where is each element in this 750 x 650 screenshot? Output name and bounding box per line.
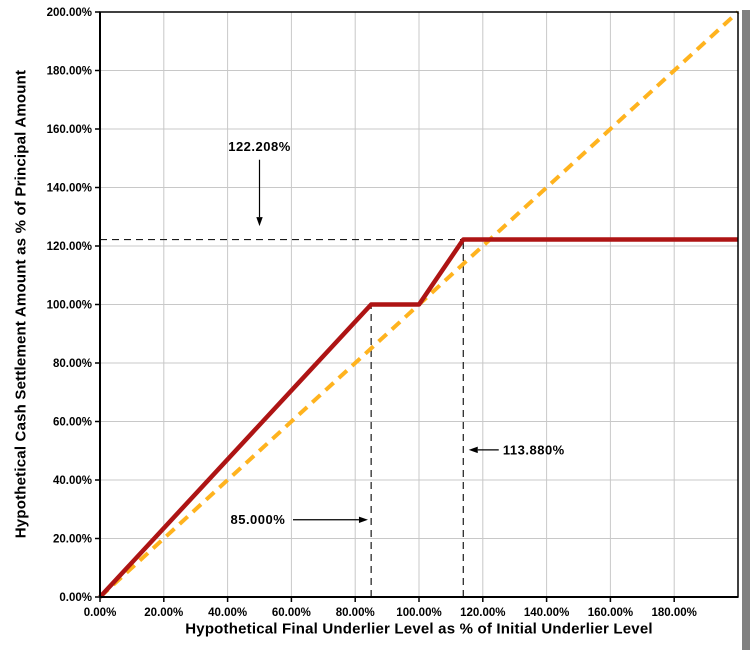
x-tick-label: 160.00% (588, 607, 633, 619)
y-tick-label: 0.00% (59, 592, 92, 604)
y-tick-label: 140.00% (47, 183, 92, 195)
annotations: 122.208% 113.880% 85.000% (228, 139, 565, 527)
tick-marks (95, 11, 675, 602)
series-cash-settlement-payoff-line (98, 237, 738, 599)
chart-frame-shadow (742, 10, 750, 650)
y-tick-label: 200.00% (47, 7, 92, 19)
x-tick-label: 180.00% (651, 607, 696, 619)
y-tick-label: 40.00% (53, 475, 92, 487)
guide-lines (100, 238, 464, 597)
annotation-arrowhead (256, 217, 263, 227)
x-tick-label: 40.00% (208, 607, 247, 619)
y-tick-label: 100.00% (47, 300, 92, 312)
y-tick-label: 160.00% (47, 124, 92, 136)
y-tick-label: 180.00% (47, 66, 92, 78)
x-axis-title: Hypothetical Final Underlier Level as % … (185, 620, 653, 638)
y-tick-label: 60.00% (53, 417, 92, 429)
y-tick-label: 20.00% (53, 534, 92, 546)
x-tick-label: 0.00% (84, 607, 117, 619)
y-tick-label: 80.00% (53, 358, 92, 370)
y-tick-label: 120.00% (47, 241, 92, 253)
annotation-label: 122.208% (228, 139, 291, 154)
x-tick-label: 60.00% (272, 607, 311, 619)
series-lines (98, 10, 740, 599)
x-tick-label: 80.00% (336, 607, 375, 619)
tick-labels: 0.00% 20.00% 40.00% 60.00% 80.00% 100.00% 120.… (47, 7, 697, 619)
annotation-label: 85.000% (230, 512, 285, 527)
x-tick-label: 100.00% (396, 607, 441, 619)
annotation-arrowhead (358, 516, 368, 523)
annotation-arrowhead (468, 446, 478, 454)
x-tick-label: 20.00% (144, 607, 183, 619)
x-tick-label: 140.00% (524, 607, 569, 619)
x-tick-label: 120.00% (460, 607, 505, 619)
y-axis-title: Hypothetical Cash Settlement Amount as %… (12, 69, 30, 539)
annotation-label: 113.880% (503, 442, 565, 457)
